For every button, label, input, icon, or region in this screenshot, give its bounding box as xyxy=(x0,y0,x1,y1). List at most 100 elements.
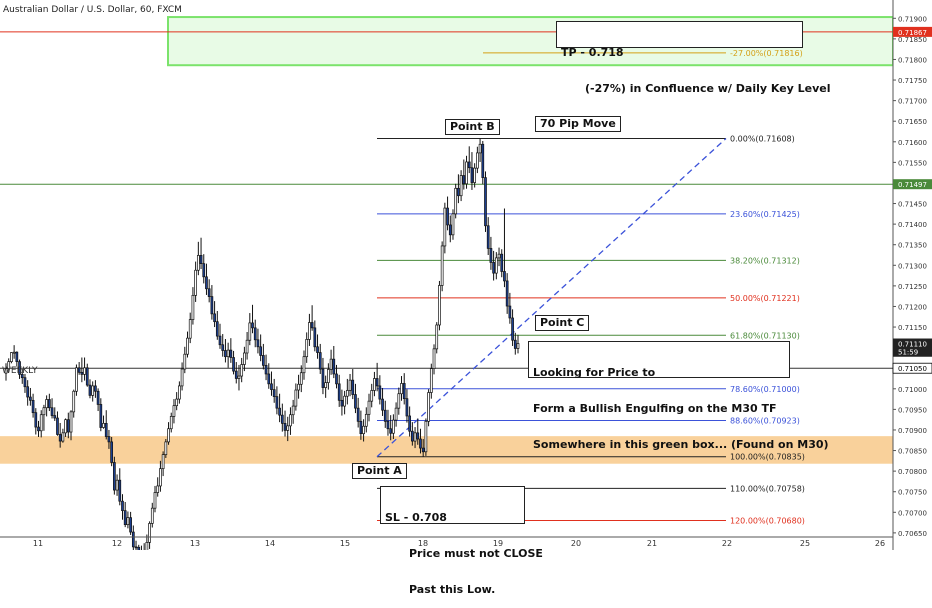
candle-body xyxy=(489,248,493,263)
fib-level-label-4: 61.80%(0.71130) xyxy=(730,331,800,340)
point-b-label: Point B xyxy=(445,119,500,135)
candle-body xyxy=(126,517,130,525)
candle-body xyxy=(183,353,187,370)
x-tick-label: 18 xyxy=(418,539,428,548)
candle-body xyxy=(39,414,43,432)
candle-body xyxy=(356,407,360,422)
candle-body xyxy=(402,383,406,400)
candle-body xyxy=(297,383,300,391)
candle-body xyxy=(94,385,97,392)
candle-body xyxy=(440,245,444,286)
candle-body xyxy=(145,542,149,550)
y-tick-label: 0.70950 xyxy=(898,406,927,414)
pip-move-annotation: 70 Pip Move xyxy=(535,116,621,132)
candle-body xyxy=(429,368,433,393)
candle-body xyxy=(113,462,116,491)
y-tick-label: 0.70750 xyxy=(898,489,927,497)
candle-body xyxy=(243,352,246,365)
candle-body xyxy=(245,339,249,354)
candle-body xyxy=(316,346,319,353)
price-label-bg-3 xyxy=(893,338,932,349)
candle-body xyxy=(221,344,225,351)
sl-annotation: SL - 0.708 Price must not CLOSE Past thi… xyxy=(380,486,543,596)
candle-body xyxy=(457,187,460,197)
candle-body xyxy=(308,322,311,340)
candle-body xyxy=(210,296,214,315)
x-tick-label: 13 xyxy=(190,539,200,548)
candle-body xyxy=(348,379,352,391)
candle-body xyxy=(405,398,409,417)
candle-body xyxy=(351,379,355,395)
entry-note-annotation: Looking for Price to Form a Bullish Engu… xyxy=(528,341,829,451)
candle-body xyxy=(299,372,303,385)
candle-body xyxy=(178,385,181,400)
candle-body xyxy=(12,351,16,354)
candle-body xyxy=(345,390,349,397)
y-tick-label: 0.71850 xyxy=(898,36,927,44)
x-tick-label: 11 xyxy=(33,539,43,548)
candle-body xyxy=(275,396,279,409)
y-tick-label: 0.71250 xyxy=(898,283,927,291)
candle-body xyxy=(438,285,441,326)
candle-body xyxy=(50,407,54,416)
candle-body xyxy=(484,177,487,227)
candle-body xyxy=(410,430,414,442)
x-tick-label: 14 xyxy=(265,539,275,548)
candle-body xyxy=(291,405,295,416)
x-tick-label: 12 xyxy=(112,539,122,548)
candle-body xyxy=(175,398,179,407)
candle-body xyxy=(224,350,227,358)
candle-body xyxy=(310,322,314,329)
candle-body xyxy=(294,389,298,407)
candle-body xyxy=(354,394,357,409)
candle-body xyxy=(256,339,260,348)
candle-body xyxy=(107,436,111,443)
point-a-label: Point A xyxy=(352,463,407,479)
candle-body xyxy=(199,255,203,264)
weekly-label: WEEKLY xyxy=(2,366,38,376)
candle-body xyxy=(186,337,189,355)
candle-body xyxy=(18,361,21,375)
x-tick-label: 22 xyxy=(722,539,732,548)
y-tick-label: 0.70850 xyxy=(898,448,927,456)
candle-body xyxy=(191,294,195,320)
candle-body xyxy=(150,507,154,524)
candle-body xyxy=(77,367,81,373)
candle-body xyxy=(473,167,477,183)
candle-body xyxy=(91,385,95,396)
candle-body xyxy=(383,409,387,422)
candle-body xyxy=(153,492,157,509)
candle-body xyxy=(343,395,346,407)
candle-body xyxy=(188,319,192,339)
candle-body xyxy=(500,253,504,272)
candle-body xyxy=(397,393,401,409)
candle-body xyxy=(58,434,62,442)
candle-body xyxy=(29,396,32,401)
candle-body xyxy=(215,321,219,337)
candle-body xyxy=(424,420,428,453)
candle-body xyxy=(264,364,268,375)
fib-level-label-10: -27.00%(0.71816) xyxy=(730,49,803,58)
candle-body xyxy=(251,322,254,329)
candle-body xyxy=(511,317,514,341)
price-label-bg-4 xyxy=(893,346,932,357)
candle-body xyxy=(53,415,57,419)
candle-body xyxy=(332,358,336,375)
chart-title: Australian Dollar / U.S. Dollar, 60, FXC… xyxy=(3,5,182,15)
candle-body xyxy=(283,423,287,431)
y-tick-label: 0.71200 xyxy=(898,303,927,311)
sl-note-line-2: Past this Low. xyxy=(409,583,496,596)
price-label-0: 0.71867 xyxy=(898,29,927,37)
candle-body xyxy=(169,416,173,430)
candle-body xyxy=(47,399,51,409)
candle-body xyxy=(381,398,384,411)
candle-body xyxy=(435,324,439,350)
candle-body xyxy=(102,423,105,428)
y-tick-label: 0.71350 xyxy=(898,242,927,250)
candle-body xyxy=(69,411,73,433)
candle-body xyxy=(218,335,222,346)
y-tick-label: 0.71750 xyxy=(898,77,927,85)
candle-body xyxy=(392,419,395,434)
y-tick-label: 0.71800 xyxy=(898,56,927,64)
candle-body xyxy=(465,161,468,185)
